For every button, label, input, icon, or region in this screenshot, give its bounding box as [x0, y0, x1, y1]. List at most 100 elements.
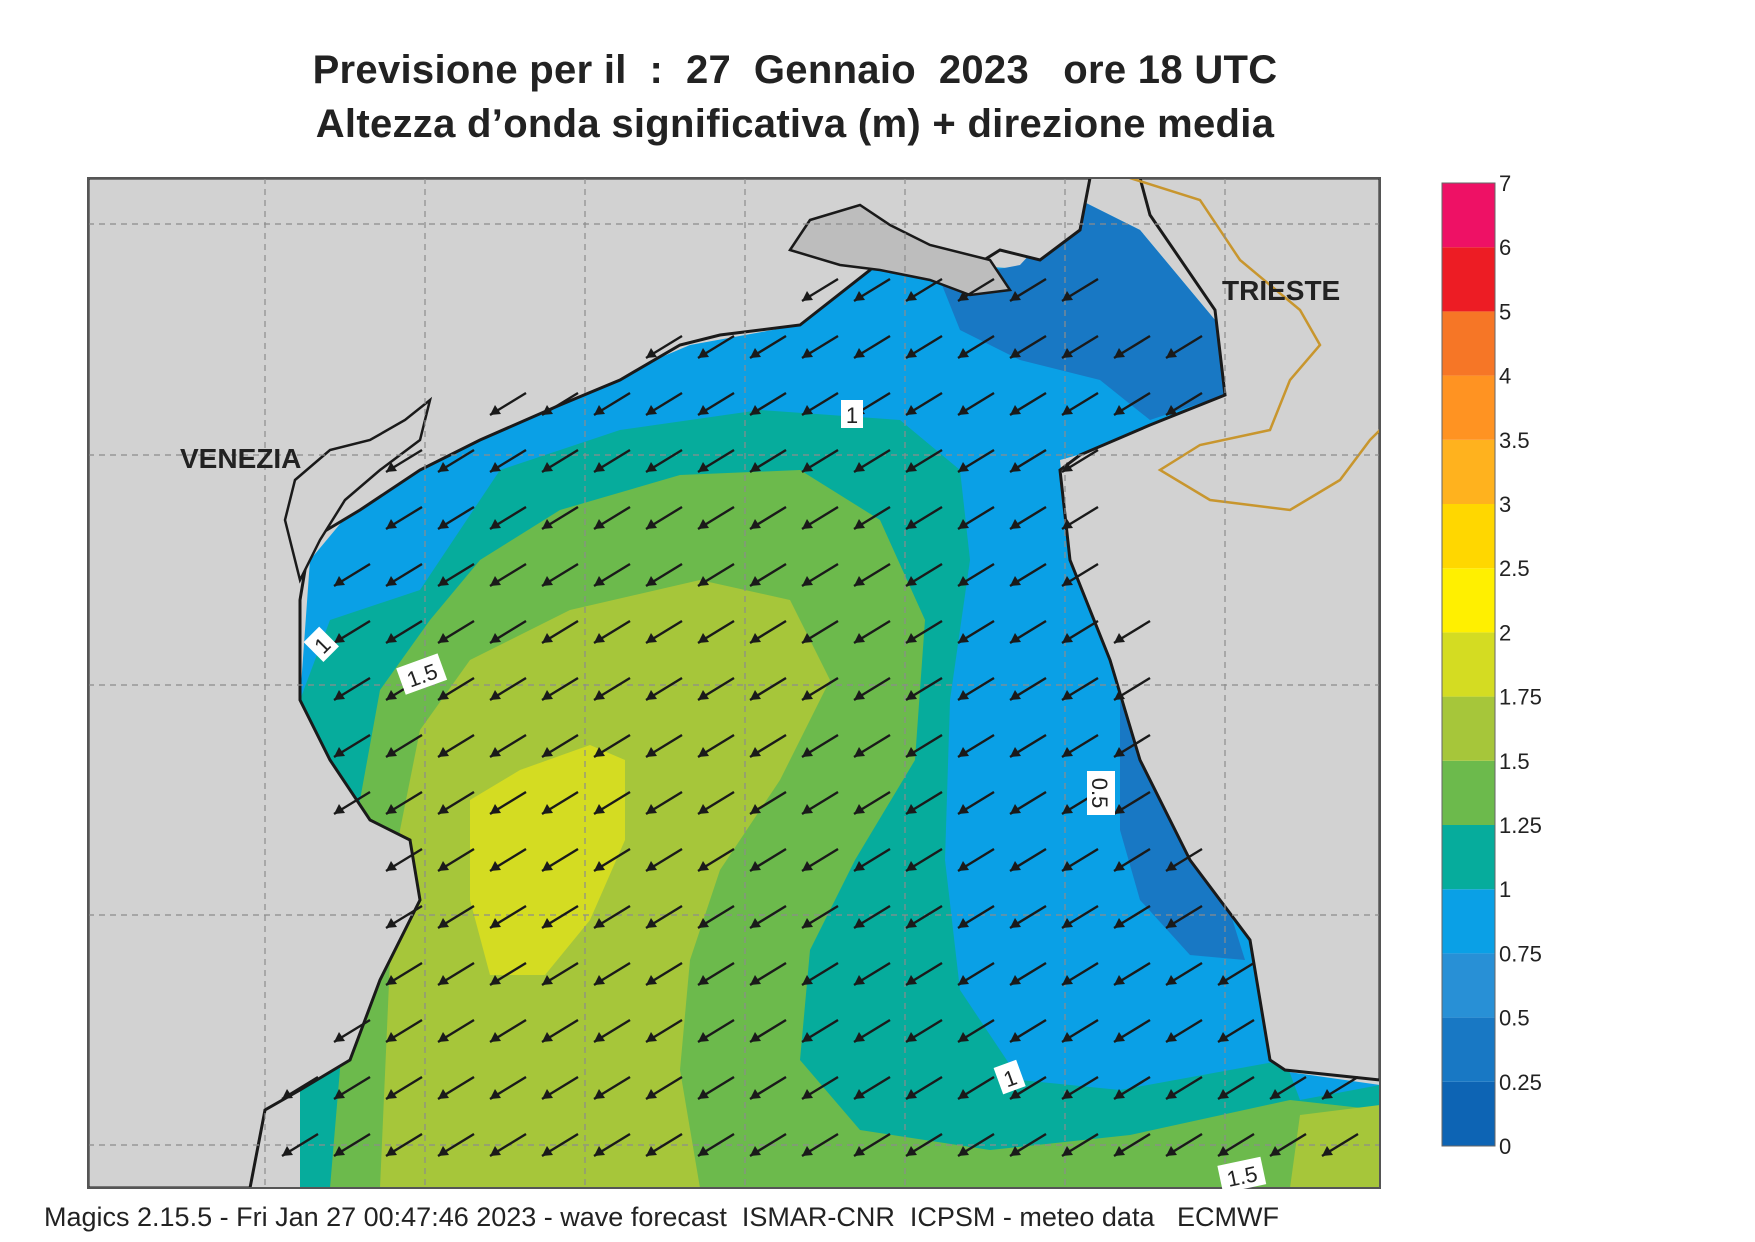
- colorbar-frame: [1441, 182, 1496, 1147]
- wave-arrow-head: [802, 633, 813, 643]
- wave-arrow-head: [906, 405, 917, 415]
- wave-arrow-head: [1062, 918, 1073, 928]
- wave-arrow-head: [1010, 576, 1021, 586]
- wave-arrow-head: [646, 1146, 657, 1156]
- colorbar-swatch: [1442, 247, 1495, 312]
- colorbar-tick-label: 4: [1499, 364, 1511, 389]
- wave-arrow-head: [1166, 975, 1177, 985]
- wave-arrow-head: [906, 861, 917, 871]
- wave-arrow-head: [802, 747, 813, 757]
- wave-arrow-head: [386, 747, 397, 757]
- wave-arrow-head: [958, 1032, 969, 1042]
- wave-arrow-head: [438, 861, 449, 871]
- wave-arrow-head: [282, 1089, 293, 1099]
- wave-arrow-head: [1322, 1089, 1333, 1099]
- wave-arrow-head: [854, 804, 865, 814]
- wave-arrow-head: [490, 405, 501, 415]
- wave-arrow-head: [698, 633, 709, 643]
- colorbar-tick-label: 6: [1499, 235, 1511, 260]
- wave-arrow-head: [542, 405, 553, 415]
- wave-arrow-head: [542, 633, 553, 643]
- wave-arrow-head: [646, 1089, 657, 1099]
- wave-arrow-head: [1166, 1146, 1177, 1156]
- wave-arrow-head: [958, 1089, 969, 1099]
- wave-arrow-head: [802, 519, 813, 529]
- colorbar-swatch: [1442, 953, 1495, 1018]
- graticule: [88, 178, 1380, 1188]
- contour-label-box: [1217, 1156, 1267, 1194]
- wave-arrow-head: [802, 462, 813, 472]
- wave-arrow-head: [646, 405, 657, 415]
- wave-arrow-head: [438, 1032, 449, 1042]
- wave-arrow-head: [958, 633, 969, 643]
- wave-arrow-head: [906, 1089, 917, 1099]
- wave-arrow-head: [958, 348, 969, 358]
- wave-arrow-head: [750, 1146, 761, 1156]
- colorbar-tick-label: 5: [1499, 299, 1511, 324]
- wave-arrow-head: [802, 690, 813, 700]
- wave-arrow-head: [1114, 1146, 1125, 1156]
- wave-arrow-head: [646, 576, 657, 586]
- contour-label: 0.5: [1087, 778, 1112, 809]
- wave-arrow-head: [698, 747, 709, 757]
- wave-arrow-head: [854, 519, 865, 529]
- wave-arrow-head: [1062, 291, 1073, 301]
- wave-arrow-head: [334, 1032, 345, 1042]
- wave-arrow-head: [854, 975, 865, 985]
- wave-arrow-head: [906, 462, 917, 472]
- wave-arrow-head: [906, 291, 917, 301]
- contour-label-box: [1087, 771, 1115, 815]
- wave-arrow-head: [1062, 861, 1073, 871]
- wave-arrow-head: [854, 576, 865, 586]
- wave-arrow-head: [698, 348, 709, 358]
- wave-arrow-head: [1218, 1032, 1229, 1042]
- contour-label: 1.5: [1225, 1161, 1260, 1192]
- colorbar-swatch: [1442, 439, 1495, 504]
- wave-arrow-head: [594, 975, 605, 985]
- colorbar-tick-label: 1.75: [1499, 685, 1542, 710]
- wave-arrow-head: [646, 519, 657, 529]
- wave-arrow-head: [750, 519, 761, 529]
- wave-arrow-head: [1270, 1146, 1281, 1156]
- wave-arrow-head: [906, 1146, 917, 1156]
- colorbar-swatch: [1442, 825, 1495, 890]
- colorbar-tick-label: 7: [1499, 171, 1511, 196]
- wave-arrow-head: [698, 1032, 709, 1042]
- wave-arrow-head: [490, 747, 501, 757]
- colorbar-swatch: [1442, 1081, 1495, 1146]
- wave-arrow-head: [1114, 405, 1125, 415]
- wave-arrow-head: [490, 576, 501, 586]
- wave-arrow-head: [386, 861, 397, 871]
- wave-arrow-head: [1010, 690, 1021, 700]
- wave-arrow-head: [1010, 348, 1021, 358]
- wave-arrow-head: [334, 1089, 345, 1099]
- wave-arrow-head: [698, 804, 709, 814]
- title-line-2: Altezza d’onda significativa (m) + direz…: [315, 102, 1275, 146]
- wave-arrow-head: [490, 804, 501, 814]
- wave-arrow-head: [646, 690, 657, 700]
- wave-arrow-head: [542, 918, 553, 928]
- wave-arrow-head: [1062, 1089, 1073, 1099]
- wave-arrow-head: [1062, 576, 1073, 586]
- wave-arrow-head: [1322, 1146, 1333, 1156]
- wave-arrow-head: [802, 861, 813, 871]
- wave-arrow-head: [1218, 1089, 1229, 1099]
- contour-label-box: [303, 626, 339, 662]
- wave-arrow-head: [646, 804, 657, 814]
- wave-arrow-head: [854, 1146, 865, 1156]
- wave-arrow-head: [750, 975, 761, 985]
- wave-arrow-head: [802, 918, 813, 928]
- wave-arrow-head: [438, 1146, 449, 1156]
- wave-arrow-head: [1010, 1146, 1021, 1156]
- wave-arrow-head: [438, 576, 449, 586]
- wave-arrow-head: [1270, 1089, 1281, 1099]
- wave-arrow-head: [906, 633, 917, 643]
- wave-arrow-head: [386, 1032, 397, 1042]
- wave-arrow-head: [646, 975, 657, 985]
- wave-arrow-head: [958, 519, 969, 529]
- wave-arrow-head: [542, 1089, 553, 1099]
- wave-arrow-head: [438, 975, 449, 985]
- wave-arrow-head: [1114, 861, 1125, 871]
- wave-arrow-head: [386, 462, 397, 472]
